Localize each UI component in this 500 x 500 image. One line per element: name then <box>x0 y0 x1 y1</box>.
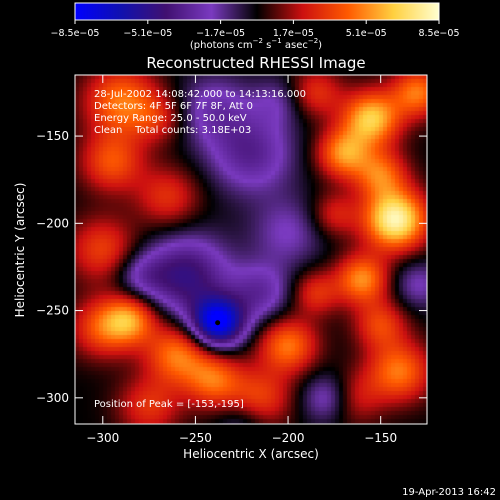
y-axis-label: Heliocentric Y (arcsec) <box>13 183 27 318</box>
y-tick-label: −200 <box>36 216 69 230</box>
annotation-counts: Clean Total counts: 3.18E+03 <box>94 125 251 136</box>
x-tick-label: −200 <box>272 431 305 445</box>
colorbar-tick-label: 5.1e−05 <box>346 28 387 39</box>
colorbar-tick-label: −1.7e−05 <box>196 28 245 39</box>
x-tick-label: −300 <box>86 431 119 445</box>
annotation-time: 28-Jul-2002 14:08:42.000 to 14:13:16.000 <box>94 89 306 100</box>
annotation-detectors: Detectors: 4F 5F 6F 7F 8F, Att 0 <box>94 101 253 112</box>
x-tick-label: −150 <box>364 431 397 445</box>
y-tick-label: −250 <box>36 304 69 318</box>
colorbar-tick-label: −8.5e−05 <box>51 28 100 39</box>
y-tick-label: −150 <box>36 129 69 143</box>
annotation-energy: Energy Range: 25.0 - 50.0 keV <box>94 113 247 124</box>
plot-frame <box>74 74 428 425</box>
colorbar-tick-label: 1.7e−05 <box>273 28 314 39</box>
colorbar-ticks: −8.5e−05 −5.1e−05 −1.7e−05 1.7e−05 5.1e−05 8.… <box>51 20 460 39</box>
y-tick-label: −300 <box>36 391 69 405</box>
chart-title: Reconstructed RHESSI Image <box>146 54 365 72</box>
colorbar <box>74 2 440 21</box>
heatmap-image <box>75 75 427 424</box>
footer-date: 19-Apr-2013 16:42 <box>402 487 496 498</box>
x-axis-label: Heliocentric X (arcsec) <box>183 447 319 461</box>
x-tick-label: −250 <box>179 431 212 445</box>
colorbar-tick-label: −5.1e−05 <box>123 28 172 39</box>
colorbar-tick-label: 8.5e−05 <box>418 28 459 39</box>
peak-position-label: Position of Peak = [-153,-195] <box>94 399 244 410</box>
observation-annotations: 28-Jul-2002 14:08:42.000 to 14:13:16.000… <box>94 89 306 136</box>
x-axis: −300 −250 −200 −150 <box>86 75 397 445</box>
minimum-marker <box>215 320 221 326</box>
colorbar-unit: (photons cm−2 s−1 asec−2) <box>190 37 322 51</box>
y-axis: −150 −200 −250 −300 <box>36 129 427 405</box>
